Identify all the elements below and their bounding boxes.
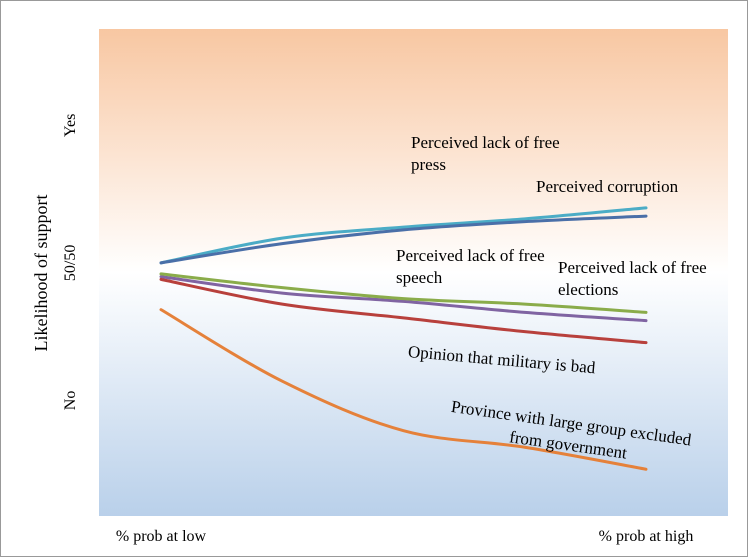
series-label: Perceived lack of free elections	[558, 258, 707, 299]
x-tick-label: % prob at high	[599, 528, 694, 545]
series-line	[159, 308, 648, 471]
series-line	[159, 275, 648, 323]
series-line	[159, 214, 648, 265]
series-label: Perceived corruption	[536, 177, 679, 196]
y-axis-title: Likelihood of support	[31, 195, 51, 352]
series-line	[159, 277, 648, 345]
y-tick-label: 50/50	[62, 245, 79, 281]
series-line	[159, 272, 648, 314]
y-tick-label: Yes	[62, 114, 79, 137]
x-tick-label: % prob at low	[116, 528, 207, 545]
plot-area	[99, 29, 728, 516]
series-label: Perceived lack of free speech	[396, 246, 545, 287]
series-label: Perceived lack of free press	[411, 133, 560, 174]
y-tick-label: No	[62, 391, 79, 411]
series-line	[159, 206, 648, 265]
